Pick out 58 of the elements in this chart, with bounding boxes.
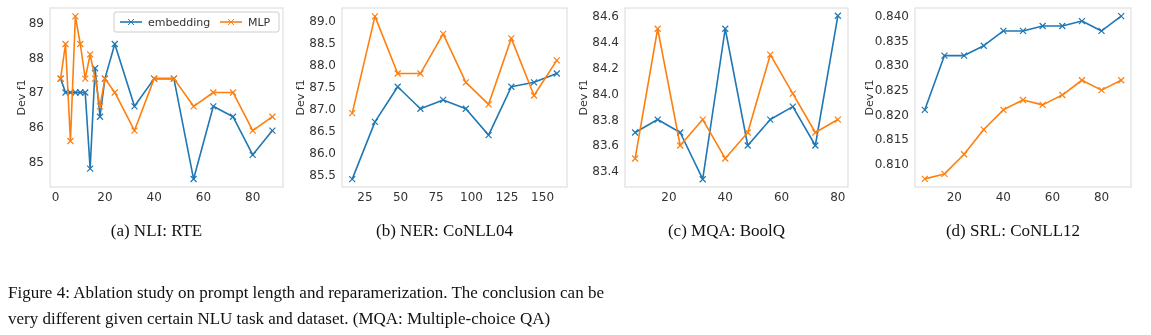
- x-tick-label: 80: [1093, 190, 1110, 204]
- y-axis-title: Dev f1: [15, 79, 28, 116]
- x-tick-label: 20: [946, 190, 962, 204]
- y-tick-label: 84.2: [592, 60, 619, 75]
- x-tick-label: 60: [195, 190, 212, 204]
- y-tick-label: 0.840: [874, 9, 909, 24]
- y-tick-label: 86.0: [309, 145, 336, 160]
- legend-label: MLP: [248, 16, 271, 29]
- y-axis-title: Dev f1: [577, 79, 590, 116]
- y-tick-label: 88: [28, 50, 44, 65]
- x-tick-label: 40: [146, 190, 162, 204]
- x-tick-label: 20: [661, 190, 677, 204]
- y-tick-label: 89: [28, 16, 44, 31]
- x-tick-label: 60: [1044, 190, 1061, 204]
- x-tick-label: 0: [51, 190, 60, 204]
- x-axis-title: (b) NER: CoNLL04: [376, 221, 514, 240]
- x-tick-label: 80: [245, 190, 261, 204]
- x-tick-label: 60: [773, 190, 790, 204]
- x-tick-label: 40: [995, 190, 1011, 204]
- y-tick-label: 84.0: [592, 86, 619, 101]
- y-axis-title: Dev f1: [294, 79, 307, 116]
- x-tick-label: 75: [428, 190, 444, 204]
- y-tick-label: 83.4: [592, 164, 619, 179]
- y-tick-label: 84.6: [592, 8, 619, 23]
- y-tick-label: 87: [28, 85, 44, 100]
- y-tick-label: 0.835: [874, 33, 909, 48]
- y-tick-label: 0.825: [874, 83, 909, 98]
- y-tick-label: 85.5: [309, 167, 336, 182]
- y-tick-label: 87.0: [309, 101, 336, 116]
- x-tick-label: 20: [97, 190, 113, 204]
- y-tick-label: 85: [28, 154, 44, 169]
- y-tick-label: 83.6: [592, 138, 619, 153]
- x-tick-label: 125: [495, 190, 519, 204]
- y-tick-label: 86.5: [309, 123, 336, 138]
- y-tick-label: 86: [28, 120, 44, 135]
- x-axis-title: (d) SRL: CoNLL12: [945, 221, 1081, 240]
- caption: Figure 4: Ablation study on prompt length and reparamerization. The conclusion can be: [8, 283, 604, 302]
- legend-label: embedding: [148, 16, 211, 29]
- x-tick-label: 100: [460, 190, 483, 204]
- y-tick-label: 0.830: [874, 58, 909, 73]
- x-tick-label: 80: [830, 190, 846, 204]
- x-tick-label: 150: [531, 190, 555, 204]
- y-tick-label: 0.820: [874, 107, 909, 122]
- x-tick-label: 50: [392, 190, 409, 204]
- y-tick-label: 88.5: [309, 35, 336, 50]
- y-tick-label: 83.8: [592, 112, 619, 127]
- x-axis-title: (a) NLI: RTE: [110, 221, 203, 240]
- x-tick-label: 40: [717, 190, 733, 204]
- y-axis-title: Dev f1: [863, 79, 876, 116]
- x-tick-label: 25: [357, 190, 373, 204]
- y-tick-label: 0.815: [874, 132, 909, 147]
- y-tick-label: 87.5: [309, 79, 336, 94]
- y-tick-label: 88.0: [309, 57, 336, 72]
- x-axis-title: (c) MQA: BoolQ: [667, 221, 786, 240]
- y-tick-label: 84.4: [592, 34, 619, 49]
- y-tick-label: 89.0: [309, 13, 336, 28]
- y-tick-label: 0.810: [874, 157, 909, 172]
- text: very different given certain NLU task and dataset. (MQA: Multiple-choice QA): [8, 309, 551, 328]
